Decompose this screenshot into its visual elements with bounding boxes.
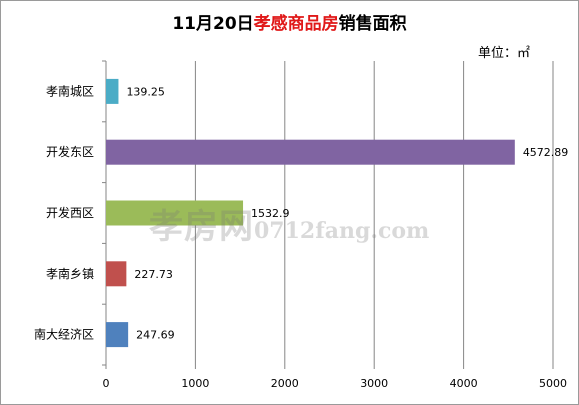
x-tick-label-1: 1000 (181, 377, 209, 390)
data-label-1: 139.25 (126, 85, 164, 98)
watermark: 孝房网0712fang.com (149, 199, 429, 248)
bar-3 (106, 200, 244, 226)
x-tick-label-2: 2000 (271, 377, 299, 390)
data-label-2: 4572.89 (523, 146, 569, 159)
category-label-3: 开发西区 (46, 205, 94, 220)
watermark-domain: 0712fang.com (254, 218, 430, 244)
category-label-2: 开发东区 (46, 144, 94, 159)
data-label-3: 1532.9 (251, 207, 290, 220)
category-label-4: 孝南乡镇 (46, 266, 94, 281)
x-tick-label-5: 5000 (539, 377, 567, 390)
data-label-4: 227.73 (134, 268, 173, 281)
bar-5 (106, 322, 129, 348)
category-label-1: 孝南城区 (46, 83, 94, 98)
watermark-brand: 孝房网 (149, 207, 254, 247)
bar-2 (106, 139, 515, 165)
x-tick-label-0: 0 (103, 377, 110, 390)
x-tick-label-4: 4000 (450, 377, 478, 390)
bar-1 (106, 78, 119, 104)
chart-title-date: 11月20日 (172, 14, 254, 34)
chart-title-suffix: 销售面积 (338, 14, 407, 34)
x-tick-label-3: 3000 (360, 377, 388, 390)
chart-title: 11月20日孝感商品房销售面积 (1, 9, 578, 34)
chart-title-highlight: 孝感商品房 (253, 14, 339, 34)
data-label-5: 247.69 (136, 329, 175, 342)
bar-4 (106, 261, 127, 287)
unit-label: 单位：㎡ (477, 46, 530, 61)
category-label-5: 南大经济区 (34, 327, 94, 342)
